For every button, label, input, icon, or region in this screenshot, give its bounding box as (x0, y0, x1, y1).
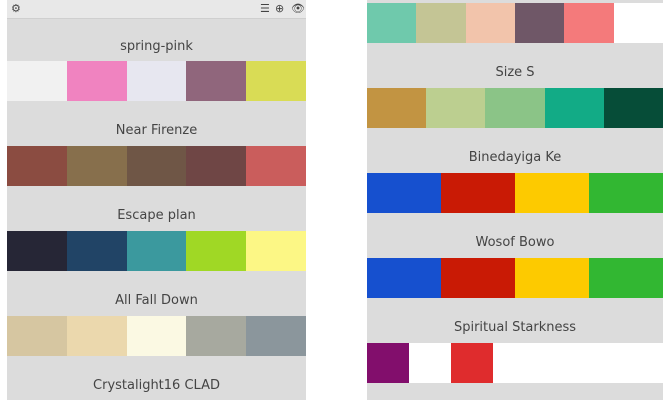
color-swatch[interactable] (66, 146, 127, 186)
palette-swatches[interactable] (367, 88, 664, 128)
color-swatch[interactable] (246, 316, 306, 356)
color-swatch[interactable] (416, 3, 466, 43)
color-swatch[interactable] (246, 61, 306, 101)
palette-swatches[interactable] (367, 173, 663, 213)
color-swatch[interactable] (426, 88, 486, 128)
color-swatch[interactable] (126, 146, 187, 186)
color-swatch[interactable] (603, 88, 664, 128)
color-swatch[interactable] (367, 173, 441, 213)
palette-swatches[interactable] (367, 258, 663, 298)
palette-title: Near Firenze (115, 123, 198, 138)
color-swatch[interactable] (613, 3, 663, 43)
color-swatch[interactable] (367, 3, 417, 43)
palette-swatches[interactable] (7, 231, 306, 271)
color-swatch[interactable] (441, 173, 515, 213)
color-swatch[interactable] (66, 316, 127, 356)
palette-swatches[interactable] (7, 61, 306, 101)
color-swatch[interactable] (66, 231, 127, 271)
color-swatch[interactable] (465, 3, 515, 43)
palette-swatches[interactable] (367, 343, 663, 383)
color-swatch[interactable] (126, 61, 187, 101)
color-swatch[interactable] (515, 173, 589, 213)
color-swatch[interactable] (514, 3, 565, 43)
color-swatch[interactable] (441, 258, 515, 298)
eye-icon[interactable]: 👁 (291, 2, 305, 15)
color-swatch[interactable] (564, 3, 614, 43)
palette-swatches[interactable] (7, 316, 306, 356)
palette-title: Wosof Bowo (475, 235, 555, 250)
color-swatch[interactable] (186, 231, 247, 271)
color-swatch[interactable] (7, 231, 67, 271)
palette-title: spring-pink (120, 39, 193, 54)
color-swatch[interactable] (367, 343, 409, 383)
menu-icon[interactable]: ☰ (260, 2, 270, 15)
color-swatch[interactable] (186, 316, 247, 356)
palette-list-right: Size S Binedayiga Ke Wosof Bowo Spiritual S… (367, 0, 664, 400)
palette-swatches[interactable] (367, 3, 663, 43)
color-swatch[interactable] (7, 61, 67, 101)
color-swatch[interactable] (7, 146, 67, 186)
palette-title: Size S (495, 65, 535, 80)
toolbar: ⚙ ☰ ⊕ 👁 (7, 0, 306, 19)
color-swatch[interactable] (589, 173, 663, 213)
palette-title: Crystalight16 CLAD (93, 378, 220, 393)
plus-circle-icon[interactable]: ⊕ (275, 2, 285, 15)
color-swatch[interactable] (451, 343, 493, 383)
color-swatch[interactable] (66, 61, 127, 101)
color-swatch[interactable] (367, 88, 427, 128)
color-swatch[interactable] (515, 258, 589, 298)
color-swatch[interactable] (485, 88, 545, 128)
color-swatch[interactable] (409, 343, 451, 383)
palette-title: Escape plan (117, 208, 196, 223)
palette-title: Binedayiga Ke (468, 150, 562, 165)
palette-list-left: ⚙ ☰ ⊕ 👁 spring-pink Near Firenze Escape pl… (7, 0, 306, 400)
palette-title: Spiritual Starkness (453, 320, 577, 335)
gear-icon[interactable]: ⚙ (11, 2, 21, 15)
color-swatch[interactable] (126, 316, 187, 356)
color-swatch[interactable] (367, 258, 441, 298)
color-swatch[interactable] (186, 146, 247, 186)
color-swatch[interactable] (126, 231, 187, 271)
color-swatch[interactable] (246, 231, 306, 271)
color-swatch[interactable] (589, 258, 663, 298)
palette-title: All Fall Down (115, 293, 198, 308)
color-swatch[interactable] (246, 146, 306, 186)
color-swatch[interactable] (7, 316, 67, 356)
color-swatch[interactable] (186, 61, 247, 101)
color-swatch[interactable] (544, 88, 604, 128)
palette-swatches[interactable] (7, 146, 306, 186)
